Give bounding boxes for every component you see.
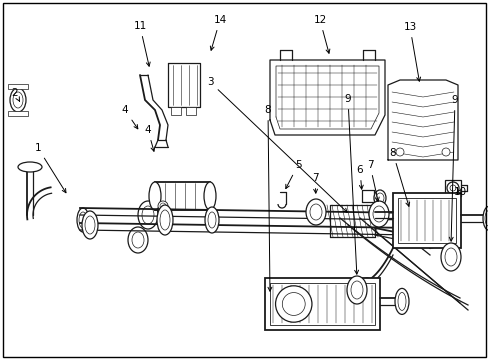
Text: 4: 4 — [122, 105, 138, 129]
Ellipse shape — [160, 203, 165, 209]
Ellipse shape — [149, 182, 161, 210]
Ellipse shape — [160, 210, 170, 230]
Bar — [264, 278, 379, 330]
Ellipse shape — [484, 210, 488, 226]
Text: 9: 9 — [448, 95, 457, 241]
Ellipse shape — [397, 292, 405, 310]
Ellipse shape — [18, 162, 42, 172]
Text: 11: 11 — [133, 21, 150, 66]
Text: 2: 2 — [12, 88, 20, 101]
Ellipse shape — [372, 206, 384, 222]
Text: 13: 13 — [403, 22, 420, 81]
Text: 4: 4 — [144, 125, 155, 151]
Polygon shape — [269, 60, 384, 135]
Ellipse shape — [395, 148, 403, 156]
Polygon shape — [168, 63, 200, 107]
Ellipse shape — [204, 207, 219, 233]
Bar — [397, 198, 455, 243]
Bar — [444, 180, 460, 196]
Polygon shape — [275, 66, 378, 129]
Ellipse shape — [132, 232, 143, 248]
Ellipse shape — [441, 148, 449, 156]
Text: 7: 7 — [311, 173, 318, 193]
Ellipse shape — [394, 288, 408, 314]
Ellipse shape — [207, 212, 216, 228]
Text: 10: 10 — [452, 187, 466, 197]
Text: 8: 8 — [264, 105, 271, 291]
Bar — [155, 182, 209, 210]
Text: 14: 14 — [210, 15, 226, 50]
Ellipse shape — [305, 199, 325, 225]
Bar — [171, 107, 181, 115]
Bar — [8, 111, 28, 116]
Text: 1: 1 — [35, 143, 66, 193]
Ellipse shape — [360, 282, 372, 298]
Ellipse shape — [82, 211, 98, 239]
Ellipse shape — [482, 206, 488, 230]
Ellipse shape — [449, 185, 455, 191]
Ellipse shape — [309, 204, 321, 220]
Ellipse shape — [375, 193, 383, 203]
Ellipse shape — [446, 182, 458, 194]
Text: 9: 9 — [344, 94, 358, 274]
Ellipse shape — [444, 248, 456, 266]
Text: 6: 6 — [356, 165, 363, 189]
Ellipse shape — [157, 205, 173, 235]
Ellipse shape — [350, 281, 362, 299]
Ellipse shape — [373, 190, 385, 206]
Ellipse shape — [128, 227, 148, 253]
Ellipse shape — [346, 276, 366, 304]
Bar — [392, 193, 460, 248]
Ellipse shape — [203, 182, 216, 210]
Ellipse shape — [142, 206, 154, 224]
Ellipse shape — [138, 201, 158, 229]
Ellipse shape — [368, 201, 388, 227]
Ellipse shape — [282, 293, 305, 315]
Bar — [8, 84, 28, 89]
Text: 5: 5 — [285, 160, 301, 189]
Text: 8: 8 — [389, 148, 409, 206]
Ellipse shape — [158, 201, 168, 211]
Ellipse shape — [357, 278, 375, 302]
Bar — [185, 107, 196, 115]
Text: 12: 12 — [313, 15, 329, 53]
Ellipse shape — [85, 216, 95, 234]
Ellipse shape — [10, 88, 26, 112]
Ellipse shape — [77, 208, 89, 232]
Ellipse shape — [440, 243, 460, 271]
Text: 3: 3 — [206, 77, 346, 212]
Ellipse shape — [13, 92, 23, 108]
Ellipse shape — [275, 286, 311, 322]
Ellipse shape — [79, 212, 87, 228]
Bar — [269, 283, 374, 325]
Polygon shape — [387, 80, 457, 160]
Text: 7: 7 — [366, 160, 378, 201]
